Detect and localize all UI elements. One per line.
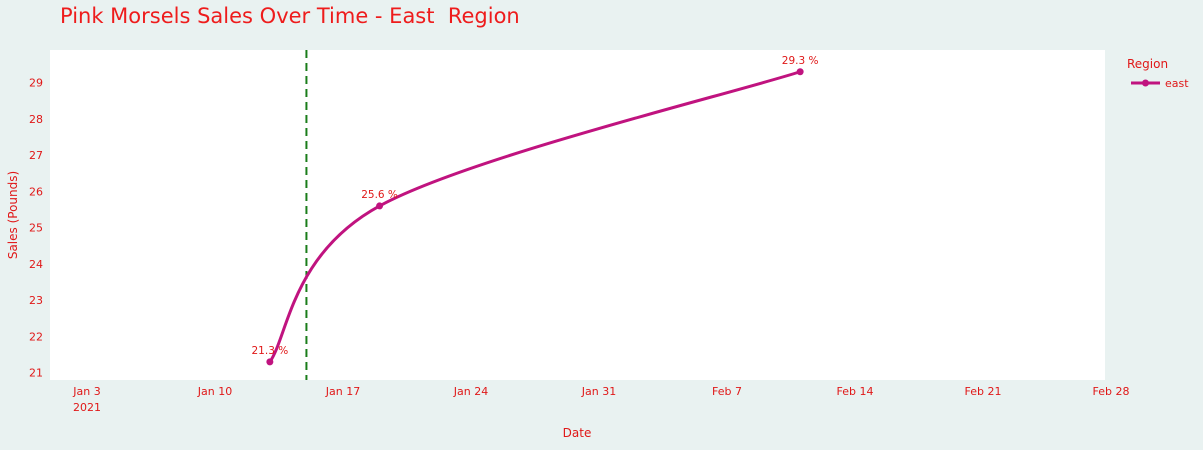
y-tick-label: 21 — [29, 367, 43, 380]
x-tick-label: Jan 24 — [453, 385, 488, 398]
legend-swatch-marker — [1142, 79, 1149, 87]
x-tick-label: Feb 7 — [712, 385, 742, 398]
x-tick-sublabel: 2021 — [73, 401, 101, 414]
series-line-east[interactable] — [268, 70, 801, 363]
x-tick-label: Jan 31 — [581, 385, 616, 398]
data-label: 25.6 % — [361, 189, 398, 201]
data-point[interactable] — [796, 68, 804, 76]
y-tick-label: 27 — [29, 149, 43, 162]
y-tick-label: 24 — [29, 258, 43, 271]
data-point[interactable] — [376, 202, 384, 210]
y-tick-label: 26 — [29, 185, 43, 198]
x-tick-label: Feb 21 — [965, 385, 1002, 398]
y-axis: 21 22 23 24 25 26 27 28 29 — [29, 77, 43, 380]
data-points — [266, 68, 804, 366]
data-point[interactable] — [266, 358, 274, 366]
x-tick-label: Jan 17 — [325, 385, 360, 398]
chart-title: Pink Morsels Sales Over Time - East Regi… — [60, 4, 520, 28]
x-tick-label: Jan 10 — [197, 385, 232, 398]
y-tick-label: 23 — [29, 294, 43, 307]
y-tick-label: 29 — [29, 77, 43, 90]
legend-title: Region — [1127, 57, 1168, 71]
data-labels: 21.3 % 25.6 % 29.3 % — [252, 55, 819, 357]
x-tick-label: Feb 28 — [1093, 385, 1130, 398]
x-axis-title: Date — [563, 426, 592, 440]
data-label: 21.3 % — [252, 345, 289, 357]
legend[interactable]: Region east — [1127, 57, 1189, 90]
plot-area — [50, 50, 1105, 380]
x-tick-label: Jan 3 — [72, 385, 100, 398]
legend-item-east[interactable]: east — [1131, 77, 1189, 90]
y-tick-label: 25 — [29, 222, 43, 235]
y-tick-label: 28 — [29, 113, 43, 126]
x-axis: Jan 3 2021 Jan 10 Jan 17 Jan 24 Jan 31 Feb 7 Fe… — [72, 385, 1129, 414]
legend-label-east: east — [1165, 77, 1189, 90]
y-axis-title: Sales (Pounds) — [6, 171, 20, 259]
x-tick-label: Feb 14 — [837, 385, 874, 398]
y-tick-label: 22 — [29, 330, 43, 343]
data-label: 29.3 % — [782, 55, 819, 67]
